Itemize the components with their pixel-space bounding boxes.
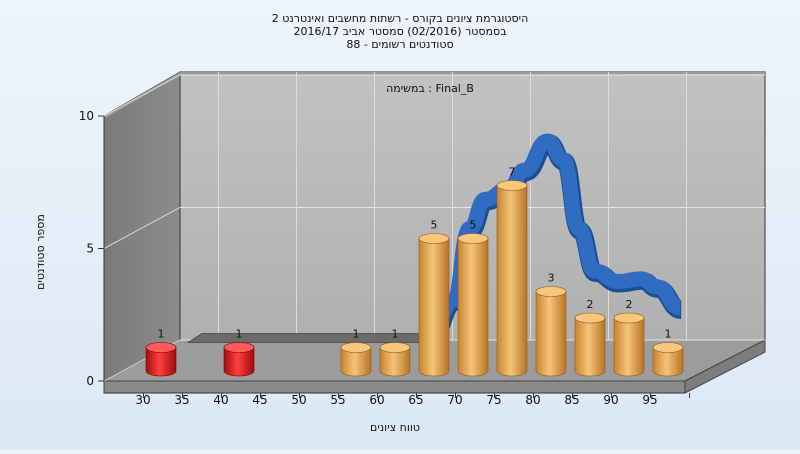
bar-top	[496, 180, 528, 191]
histogram-bar	[418, 233, 450, 377]
bar-top	[613, 312, 645, 324]
histogram-bar	[535, 286, 567, 377]
chart-title-line-2: בסמסטר (02/2016) סמסטר אביב 2016/17	[293, 25, 506, 38]
x-tick-label: 65	[408, 393, 423, 407]
x-tick-label: 85	[564, 393, 579, 407]
x-tick-label: 30	[135, 393, 150, 407]
histogram-bar	[652, 342, 684, 377]
x-axis-title: טווח ציונים	[370, 421, 420, 434]
histogram-bar	[574, 312, 606, 377]
y-tick-label: 0	[86, 374, 94, 388]
x-tick-label: 35	[174, 393, 189, 407]
bar-body	[574, 317, 606, 377]
bar-value-label: 2	[626, 298, 633, 311]
histogram-bar	[145, 342, 177, 377]
bar-value-label: 7	[509, 166, 516, 179]
bar-value-label: 1	[392, 328, 399, 341]
x-tick-label: 40	[213, 393, 228, 407]
x-tick-label: 80	[525, 393, 540, 407]
y-gridline-side	[103, 207, 181, 249]
bar-body	[652, 347, 684, 377]
bar-body	[457, 238, 489, 377]
floor-right-edge	[684, 339, 766, 394]
bar-body	[496, 185, 528, 377]
bar-top	[223, 342, 255, 353]
histogram-bar	[340, 342, 372, 377]
bar-body	[418, 238, 450, 377]
bar-value-label: 1	[158, 328, 165, 341]
x-tick-label: 90	[603, 393, 618, 407]
chart-title-line-1: היסטוגרמת ציונים בקורס - רשתות מחשבים וא…	[272, 12, 529, 25]
grey-ribbon-series	[186, 333, 448, 343]
x-tick-label: 55	[330, 393, 345, 407]
bar-layer	[145, 180, 684, 377]
bar-top	[535, 286, 567, 297]
bar-value-label: 1	[665, 328, 672, 341]
bar-top	[457, 233, 489, 244]
x-tick-label: 45	[252, 393, 267, 407]
histogram-bar	[223, 342, 255, 377]
bar-value-label: 1	[353, 328, 360, 341]
bar-top	[418, 233, 450, 244]
bar-body	[145, 347, 177, 377]
chart-title-line-3: סטודנטים רשומים - 88	[346, 38, 453, 51]
curve-layer	[427, 133, 684, 346]
task-annotation: במשימה : Final_B	[386, 82, 474, 95]
histogram-bar	[379, 342, 411, 377]
left-wall	[103, 71, 181, 382]
histogram-bar	[496, 180, 528, 377]
bar-value-label: 5	[470, 219, 477, 232]
bar-top	[145, 342, 177, 353]
y-tick-label: 5	[86, 242, 94, 256]
bar-value-label: 5	[431, 219, 438, 232]
y-axis-title: מספר סטודנטים	[34, 214, 47, 290]
y-tick-label: 10	[79, 109, 94, 123]
bar-body	[613, 317, 645, 377]
bar-value-label: 1	[236, 328, 243, 341]
bar-top	[340, 342, 372, 353]
bar-body	[535, 291, 567, 377]
label-layer: 1 1 1 1 5 5 7 3 2 2 1	[158, 166, 672, 341]
distribution-curve	[427, 133, 682, 342]
x-tick-label: 70	[447, 393, 462, 407]
bar-top	[379, 342, 411, 353]
ribbon-layer	[186, 333, 448, 343]
bar-body	[223, 347, 255, 377]
x-tick-label: 60	[369, 393, 384, 407]
x-tick-label: 50	[291, 393, 306, 407]
x-tick-label: 95	[642, 393, 657, 407]
bar-body	[379, 347, 411, 377]
y-gridline-side	[103, 74, 181, 117]
bar-value-label: 2	[587, 298, 594, 311]
bar-body	[340, 347, 372, 377]
histogram-bar	[457, 233, 489, 377]
bar-top	[652, 342, 684, 353]
x-tick-label: 75	[486, 393, 501, 407]
floor-front-edge	[103, 380, 686, 394]
histogram-bar	[613, 312, 645, 377]
bar-value-label: 3	[548, 272, 555, 285]
bar-top	[574, 312, 606, 324]
